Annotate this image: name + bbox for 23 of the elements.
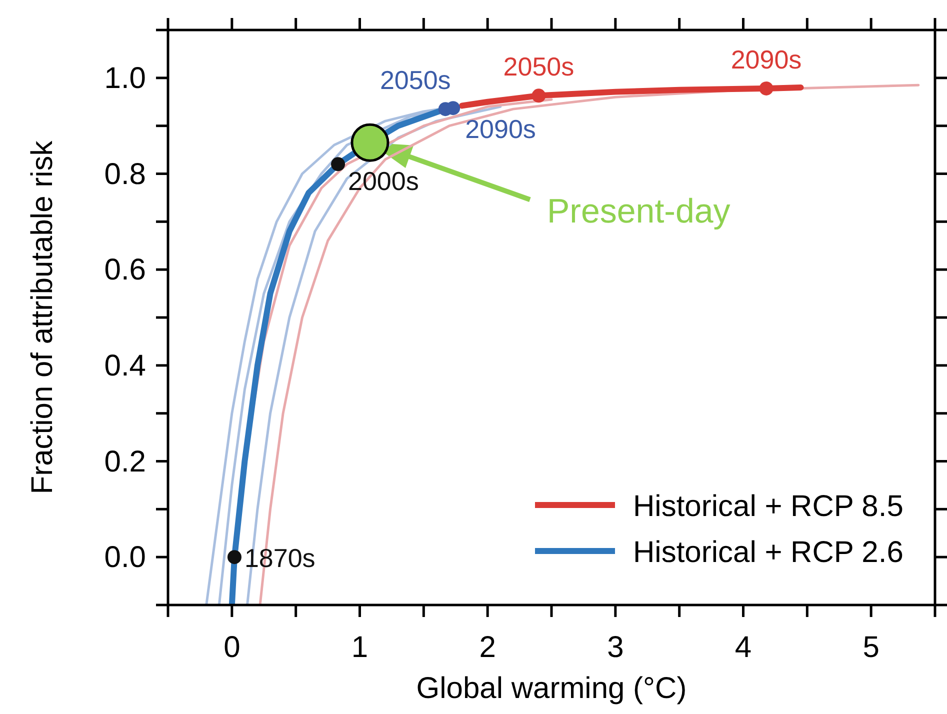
- annotation: 2000s: [348, 166, 419, 196]
- annotation: 1870s: [244, 543, 316, 574]
- legend-label: Historical + RCP 8.5: [633, 490, 904, 523]
- x-tick-label: 1: [351, 631, 368, 664]
- x-axis-title: Global warming (°C): [416, 672, 687, 705]
- y-tick-label: 0.6: [104, 254, 146, 287]
- y-tick-label: 0.4: [104, 349, 146, 382]
- x-tick-label: 3: [607, 631, 624, 664]
- x-tick-label: 5: [862, 631, 880, 664]
- annotation: 2050s: [380, 65, 451, 96]
- y-tick-label: 0.0: [104, 541, 146, 574]
- y-tick-label: 0.2: [104, 445, 146, 478]
- y-tick-label: 1.0: [104, 62, 146, 95]
- annotation: 2090s: [730, 44, 802, 74]
- annotation: Present-day: [546, 192, 730, 231]
- y-axis-title: Fraction of attributable risk: [26, 140, 59, 494]
- annotation: 2090s: [465, 114, 536, 144]
- x-tick-label: 0: [224, 631, 240, 664]
- x-tick-label: 2: [479, 631, 496, 664]
- legend-label: Historical + RCP 2.6: [633, 536, 904, 569]
- y-tick-label: 0.8: [104, 158, 146, 191]
- x-tick-label: 4: [734, 631, 752, 664]
- annotation: 2050s: [503, 52, 574, 82]
